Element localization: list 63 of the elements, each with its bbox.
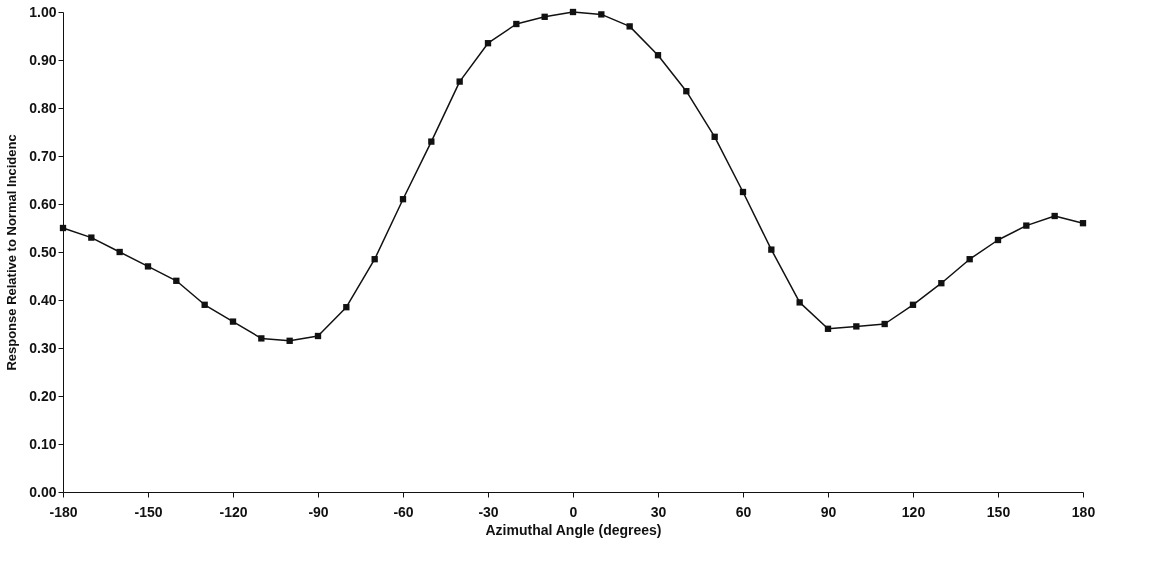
y-tick-label: 0.20 (29, 387, 57, 404)
x-tick-label: -120 (219, 503, 248, 520)
point (654, 52, 662, 59)
x-axis-title: Azimuthal Angle (degrees) (485, 521, 662, 538)
x-tick-label: -60 (393, 503, 414, 520)
x-tick-label: 60 (735, 503, 752, 520)
y-tick-label: 0.50 (29, 243, 57, 260)
point (229, 318, 237, 325)
x-tick-label: 150 (986, 503, 1011, 520)
point (626, 23, 633, 30)
point (881, 320, 888, 328)
point (1079, 220, 1087, 227)
x-tick-label: 180 (1071, 503, 1096, 520)
y-tick-label: 0.40 (29, 291, 57, 308)
y-tick-label: 0.90 (29, 51, 57, 68)
point (768, 246, 775, 253)
y-tick-label: 0.00 (29, 483, 57, 500)
x-tick-label: 0 (569, 503, 578, 520)
y-tick-label: 0.10 (29, 435, 57, 452)
point (598, 11, 605, 18)
point (286, 337, 293, 344)
y-tick-label: 0.30 (29, 339, 57, 356)
x-tick-label: -30 (478, 503, 499, 520)
point (966, 256, 973, 263)
point (116, 248, 123, 256)
y-tick-label: 1.00 (29, 3, 57, 20)
point (173, 277, 180, 284)
point (456, 78, 463, 85)
y-axis-title: Response Relative to Normal Incidenc (4, 134, 20, 371)
y-tick-label: 0.80 (29, 99, 57, 116)
point (258, 335, 265, 342)
point (513, 20, 520, 28)
x-tick-label: -90 (308, 503, 329, 520)
point (399, 196, 407, 203)
point (1023, 222, 1030, 229)
point (314, 332, 322, 340)
point (144, 263, 152, 270)
point (909, 301, 917, 308)
x-tick-label: -150 (134, 503, 163, 520)
point (739, 188, 747, 196)
y-tick-label: 0.60 (29, 195, 57, 212)
point (796, 299, 803, 306)
point (711, 133, 718, 140)
point (683, 88, 690, 95)
point (853, 323, 860, 330)
x-tick-label: 120 (901, 503, 926, 520)
x-tick-label: 90 (820, 503, 837, 520)
x-tick-label: 30 (650, 503, 667, 520)
point (371, 256, 378, 263)
point (343, 304, 350, 311)
point (541, 13, 548, 20)
point (428, 138, 435, 145)
point (824, 325, 832, 332)
point (88, 234, 95, 241)
point (59, 224, 67, 232)
point (201, 301, 208, 308)
point (1051, 212, 1058, 220)
point (994, 236, 1002, 244)
x-tick-label: -180 (49, 503, 78, 520)
point (569, 8, 577, 16)
y-tick-label: 0.70 (29, 147, 57, 164)
point (484, 40, 492, 47)
point (938, 280, 945, 287)
